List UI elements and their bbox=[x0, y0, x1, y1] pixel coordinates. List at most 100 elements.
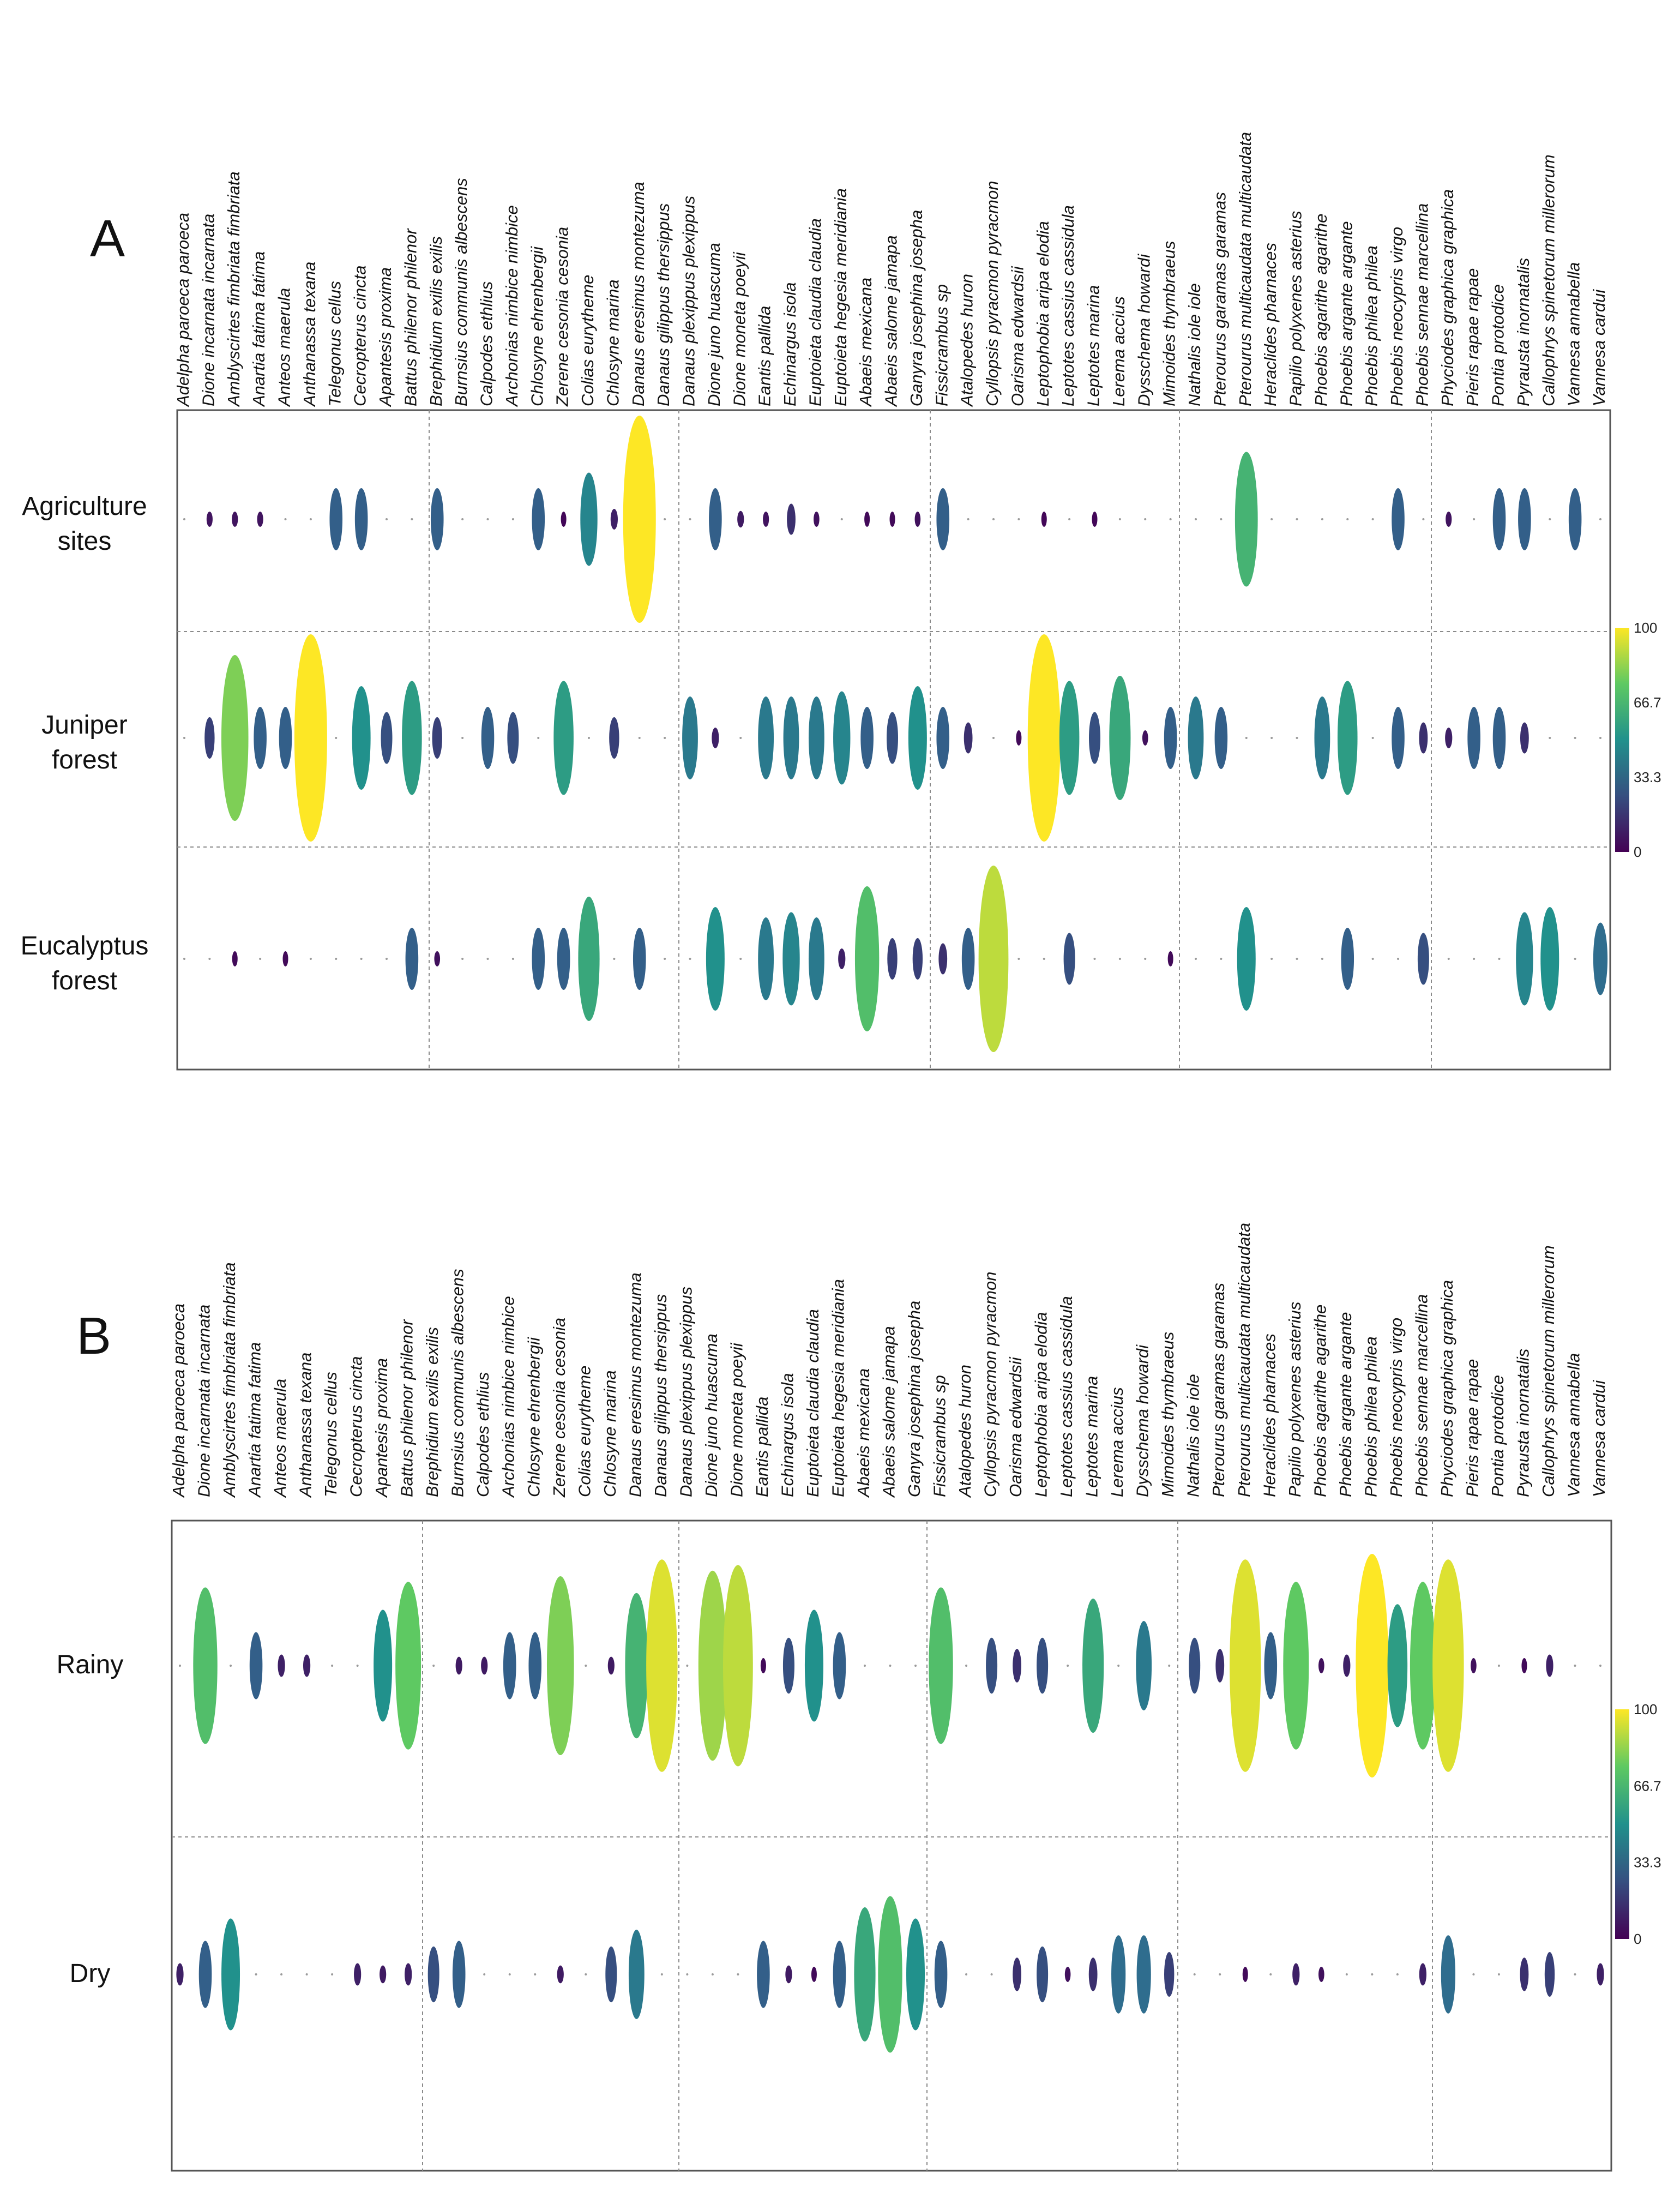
species-label: Telegonus cellus bbox=[325, 281, 344, 406]
species-label: Ganyra josephina josepha bbox=[905, 1301, 924, 1497]
species-label: Abaeis salome jamapa bbox=[880, 1326, 899, 1498]
bubble-mark bbox=[1092, 512, 1098, 527]
bubble-mark bbox=[1544, 1952, 1555, 1997]
bubble-mark bbox=[1215, 1649, 1225, 1683]
bubble-mark bbox=[633, 928, 646, 990]
bubble-mark bbox=[1599, 737, 1601, 739]
species-label: Pieris rapae rapae bbox=[1462, 1359, 1482, 1497]
bubble-mark bbox=[537, 737, 540, 739]
species-label: Papilio polyxenes asterius bbox=[1285, 1302, 1304, 1497]
species-label: Vannesa annabella bbox=[1564, 262, 1583, 406]
bubble-mark bbox=[978, 866, 1009, 1052]
bubble-mark bbox=[628, 1930, 645, 2019]
bubble-mark bbox=[481, 707, 495, 769]
bubble-mark bbox=[864, 512, 870, 527]
species-labels-a: Adelpha paroeca paroeca Dione incarnata i… bbox=[173, 132, 1609, 407]
species-label: Burnsius communis albescens bbox=[448, 1269, 467, 1497]
species-label: Phoebis agarithe agarithe bbox=[1311, 214, 1330, 406]
panel-a: A Adelpha paroeca paroeca Dione incarnata… bbox=[21, 132, 1661, 1071]
bubble-mark bbox=[511, 518, 514, 520]
bubble-mark bbox=[1597, 1963, 1604, 1986]
species-label: Phoebis sennae marcellina bbox=[1412, 203, 1431, 406]
bubble-mark bbox=[198, 1941, 212, 2008]
species-label: Zerene cesonia cesonia bbox=[553, 227, 572, 407]
species-label: Echinargus isola bbox=[780, 283, 799, 406]
bubble-mark bbox=[1441, 1935, 1455, 2014]
bubble-mark bbox=[1337, 681, 1358, 795]
bubble-mark bbox=[1521, 1658, 1527, 1673]
panel-letter-b: B bbox=[76, 1307, 111, 1365]
bubble-mark bbox=[785, 1965, 792, 1984]
bubble-mark bbox=[221, 1918, 240, 2031]
species-label: Danaus gilippus thersippus bbox=[651, 1294, 670, 1497]
species-label: Dysschema howardi bbox=[1133, 1344, 1152, 1497]
bubble-mark bbox=[386, 518, 388, 520]
bubble-mark bbox=[360, 958, 363, 960]
bubble-mark bbox=[967, 518, 970, 520]
species-label: Euptoieta claudia claudia bbox=[803, 1309, 822, 1497]
bubble-mark bbox=[1063, 933, 1075, 985]
bubble-mark bbox=[232, 512, 238, 527]
bubble-mark bbox=[711, 1973, 714, 1975]
bubble-mark bbox=[546, 1576, 574, 1755]
bubble-mark bbox=[783, 696, 799, 779]
bubble-mark bbox=[1371, 518, 1374, 520]
bubble-mark bbox=[739, 737, 742, 739]
bubble-mark bbox=[561, 512, 567, 527]
species-label: Abaeis salome jamapa bbox=[882, 235, 901, 407]
species-label: Pterourus garamas garamas bbox=[1209, 1283, 1228, 1497]
bubble-mark bbox=[1314, 696, 1330, 779]
bubble-mark bbox=[1142, 730, 1148, 746]
bubble-mark bbox=[938, 943, 948, 975]
bubble-mark bbox=[1237, 907, 1256, 1011]
bubble-mark bbox=[1067, 1665, 1069, 1667]
bubble-mark bbox=[1230, 1559, 1261, 1772]
species-label: Pieris rapae rapae bbox=[1463, 268, 1482, 406]
species-label: Pterourus multicaudata multicaudata bbox=[1236, 132, 1255, 406]
bubble-mark bbox=[1410, 1582, 1436, 1750]
bubble-mark bbox=[534, 1973, 537, 1975]
bubble-mark bbox=[1446, 512, 1452, 527]
bubble-mark bbox=[1245, 737, 1248, 739]
bubble-mark bbox=[1356, 1554, 1389, 1777]
bubble-mark bbox=[1164, 1952, 1175, 1997]
bubble-mark bbox=[804, 1610, 823, 1722]
bubble-mark bbox=[787, 503, 796, 535]
bubble-mark bbox=[1432, 1559, 1464, 1772]
bubble-mark bbox=[1419, 1963, 1426, 1986]
species-label: Phoebis philea philea bbox=[1362, 245, 1381, 406]
bubble-mark bbox=[1017, 518, 1020, 520]
colorbar-gradient bbox=[1615, 1709, 1629, 1939]
bubble-mark bbox=[838, 948, 846, 969]
bubble-mark bbox=[249, 1632, 263, 1699]
species-label: Zerene cesonia cesonia bbox=[550, 1318, 569, 1498]
bubble-mark bbox=[432, 717, 442, 759]
bubble-mark bbox=[395, 1582, 421, 1750]
species-label: Leptophobia aripa elodia bbox=[1032, 1312, 1051, 1497]
species-label: Leptotes cassius cassidula bbox=[1058, 205, 1077, 406]
bubble-mark bbox=[183, 958, 185, 960]
bubble-mark bbox=[623, 416, 656, 623]
bubble-mark bbox=[1059, 681, 1080, 795]
species-label: Colias eurytheme bbox=[575, 1366, 594, 1497]
species-label: Abaeis mexicana bbox=[854, 1368, 873, 1498]
colorbar-tick: 33.3 bbox=[1634, 769, 1661, 785]
species-label: Chlosyne marina bbox=[600, 1370, 619, 1497]
species-label: Oarisma edwardsii bbox=[1006, 1356, 1025, 1497]
species-label: Dione incarnata incarnata bbox=[195, 1305, 214, 1497]
bubble-mark bbox=[461, 958, 464, 960]
bubble-mark bbox=[381, 712, 393, 764]
bubble-mark bbox=[706, 907, 725, 1011]
panel-frame-b bbox=[171, 1520, 1612, 2172]
row-label: Agriculture bbox=[22, 492, 147, 521]
bubble-mark bbox=[763, 512, 769, 527]
colorbar-tick: 66.7 bbox=[1634, 1777, 1661, 1794]
bubble-mark bbox=[664, 737, 666, 739]
species-label: Cyllopsis pyracmon pyracmon bbox=[983, 181, 1002, 406]
colorbar-tick: 0 bbox=[1634, 844, 1641, 860]
bubble-mark bbox=[461, 518, 464, 520]
species-labels-b: Adelpha paroeca paroeca Dione incarnata i… bbox=[169, 1223, 1609, 1498]
species-label: Fissicrambus sp bbox=[932, 284, 951, 406]
bubble-mark bbox=[1144, 958, 1147, 960]
